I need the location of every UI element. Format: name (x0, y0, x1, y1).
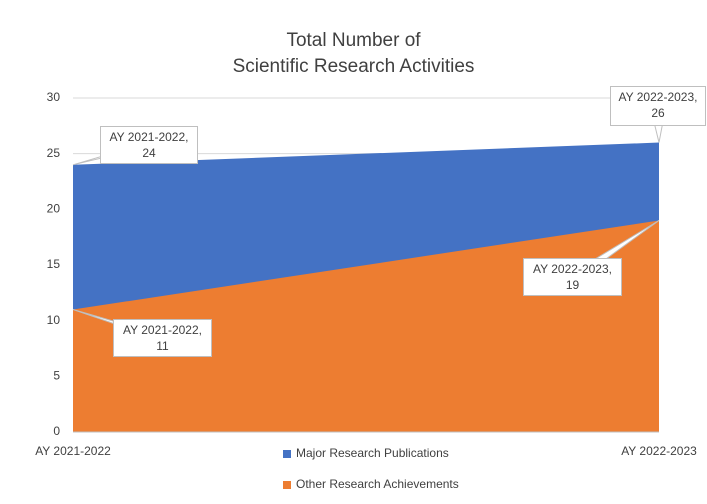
legend-label: Other Research Achievements (296, 477, 459, 491)
y-tick-label: 25 (47, 146, 61, 160)
y-tick-label: 10 (47, 313, 61, 327)
data-label: AY 2021-2022, 11 (113, 318, 212, 357)
data-label: AY 2021-2022, 24 (100, 125, 198, 164)
legend-label: Major Research Publications (296, 446, 449, 460)
y-tick-label: 20 (47, 202, 61, 216)
y-tick-label: 30 (47, 90, 61, 104)
chart-title: Total Number of Scientific Research Acti… (232, 30, 475, 77)
data-label: AY 2022-2023, 26 (610, 85, 706, 126)
x-tick-label: AY 2022-2023 (621, 444, 697, 458)
y-tick-label: 15 (47, 257, 61, 271)
y-tick-label: 0 (53, 424, 60, 438)
data-label: AY 2022-2023, 19 (523, 258, 622, 297)
area (73, 220, 659, 432)
legend-swatch (283, 481, 291, 489)
x-tick-label: AY 2021-2022 (35, 444, 111, 458)
y-tick-label: 5 (53, 369, 60, 383)
legend-swatch (283, 450, 291, 458)
